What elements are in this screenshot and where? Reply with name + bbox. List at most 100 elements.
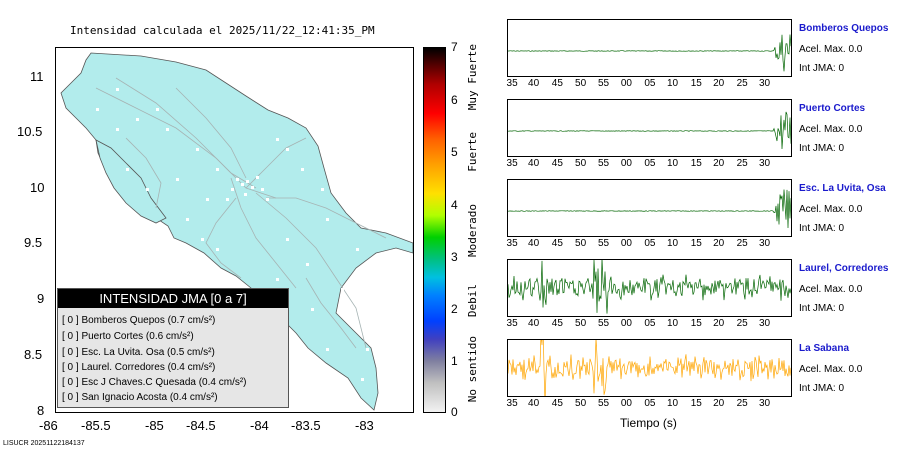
time-tick: 25 <box>736 398 748 409</box>
time-tick: 15 <box>690 238 702 249</box>
x-tick: -83.5 <box>291 418 321 433</box>
station-dot <box>321 188 324 191</box>
trace-panel <box>507 19 792 77</box>
station-dot <box>326 348 329 351</box>
station-dot <box>216 248 219 251</box>
trace-line <box>508 111 791 150</box>
y-tick: 10.5 <box>17 124 43 139</box>
intensity-colorbar <box>423 47 446 413</box>
y-tick: 8.5 <box>24 347 43 362</box>
timestamp-stamp: LISUCR 20251122184137 <box>3 440 85 447</box>
colorbar-tick: 5 <box>451 145 458 159</box>
time-tick: 15 <box>690 398 702 409</box>
station-dot <box>276 138 279 141</box>
time-tick: 30 <box>758 158 771 169</box>
trace-svg <box>508 260 791 314</box>
legend-row: [ 0 ] Esc. La Uvita. Osa (0.5 cm/s²) <box>62 347 215 358</box>
time-tick: 25 <box>736 158 748 169</box>
station-dot <box>261 188 264 191</box>
station-dot <box>256 176 259 179</box>
time-tick: 55 <box>597 318 610 329</box>
time-tick: 55 <box>597 238 610 249</box>
time-tick: 35 <box>506 318 518 329</box>
colorbar-tick: 4 <box>451 198 458 212</box>
station-dot <box>116 88 119 91</box>
station-name: Bomberos Quepos <box>799 23 889 34</box>
time-tick: 05 <box>644 238 656 249</box>
time-axis-label: Tiempo (s) <box>620 416 677 430</box>
time-tick: 05 <box>644 318 656 329</box>
colorbar-label: No sentido <box>466 336 479 403</box>
station-dot <box>306 263 309 266</box>
station-dot <box>311 308 314 311</box>
station-dot <box>176 178 179 181</box>
station-accel: Acel. Max. 0.0 <box>799 44 863 55</box>
station-dot <box>244 193 247 196</box>
station-dot <box>356 328 359 331</box>
colorbar-tick: 0 <box>451 405 458 419</box>
time-tick: 05 <box>644 398 656 409</box>
station-dot <box>146 188 149 191</box>
station-dot <box>286 238 289 241</box>
colorbar-tick: 2 <box>451 302 458 316</box>
trace-svg <box>508 189 791 229</box>
station-dot <box>301 168 304 171</box>
road-network <box>95 77 387 349</box>
time-tick: 10 <box>666 238 679 249</box>
time-tick: 10 <box>666 78 679 89</box>
colorbar-tick: 1 <box>451 354 458 368</box>
station-dot <box>341 288 344 291</box>
station-dot <box>231 188 234 191</box>
y-tick: 9.5 <box>24 235 43 250</box>
time-tick: 55 <box>597 158 610 169</box>
time-tick: 50 <box>575 398 587 409</box>
y-tick: 10 <box>30 180 45 195</box>
time-tick: 00 <box>620 238 632 249</box>
legend-row: [ 0 ] San Ignacio Acosta (0.4 cm/s²) <box>62 392 218 403</box>
station-name: Puerto Cortes <box>799 103 866 114</box>
station-dot <box>286 148 289 151</box>
time-tick: 30 <box>758 238 771 249</box>
station-dot <box>251 186 254 189</box>
station-dot <box>361 378 364 381</box>
station-dot <box>266 198 269 201</box>
trace-svg <box>508 340 791 396</box>
trace-ticks: 35 40 45 50 55 00 05 10 15 20 25 30 <box>499 238 799 252</box>
time-tick: 30 <box>758 398 771 409</box>
trace-ticks: 35 40 45 50 55 00 05 10 15 20 25 30 <box>499 398 799 412</box>
y-tick: 9 <box>37 291 45 306</box>
colorbar-label: Fuerte <box>466 132 479 172</box>
trace-ticks: 35 40 45 50 55 00 05 10 15 20 25 30 <box>499 78 799 92</box>
colorbar-tick: 3 <box>451 250 458 264</box>
time-tick: 40 <box>528 398 540 409</box>
station-dot <box>136 118 139 121</box>
station-dot <box>206 198 209 201</box>
station-jma: Int JMA: 0 <box>799 63 845 74</box>
station-name: La Sabana <box>799 343 850 354</box>
trace-ticks: 35 40 45 50 55 00 05 10 15 20 25 30 <box>499 158 799 172</box>
time-tick: 15 <box>690 78 702 89</box>
station-dot <box>201 238 204 241</box>
station-dot <box>246 180 249 183</box>
station-dot <box>186 218 189 221</box>
time-tick: 40 <box>528 78 540 89</box>
station-dot <box>126 168 129 171</box>
legend-row: [ 0 ] Bomberos Quepos (0.7 cm/s²) <box>62 315 216 326</box>
time-tick: 35 <box>506 158 518 169</box>
time-tick: 15 <box>690 158 702 169</box>
trace-svg <box>508 34 791 72</box>
time-tick: 45 <box>551 158 563 169</box>
x-tick: -84.5 <box>186 418 216 433</box>
time-tick: 55 <box>597 78 610 89</box>
x-tick: -85 <box>145 418 164 433</box>
time-tick: 45 <box>551 318 563 329</box>
trace-svg <box>508 111 791 150</box>
time-tick: 25 <box>736 78 748 89</box>
trace-panel <box>507 99 792 157</box>
time-tick: 50 <box>575 238 587 249</box>
trace-line <box>508 340 791 396</box>
time-tick: 45 <box>551 78 563 89</box>
time-tick: 20 <box>713 238 725 249</box>
time-tick: 30 <box>758 318 771 329</box>
time-tick: 50 <box>575 318 587 329</box>
